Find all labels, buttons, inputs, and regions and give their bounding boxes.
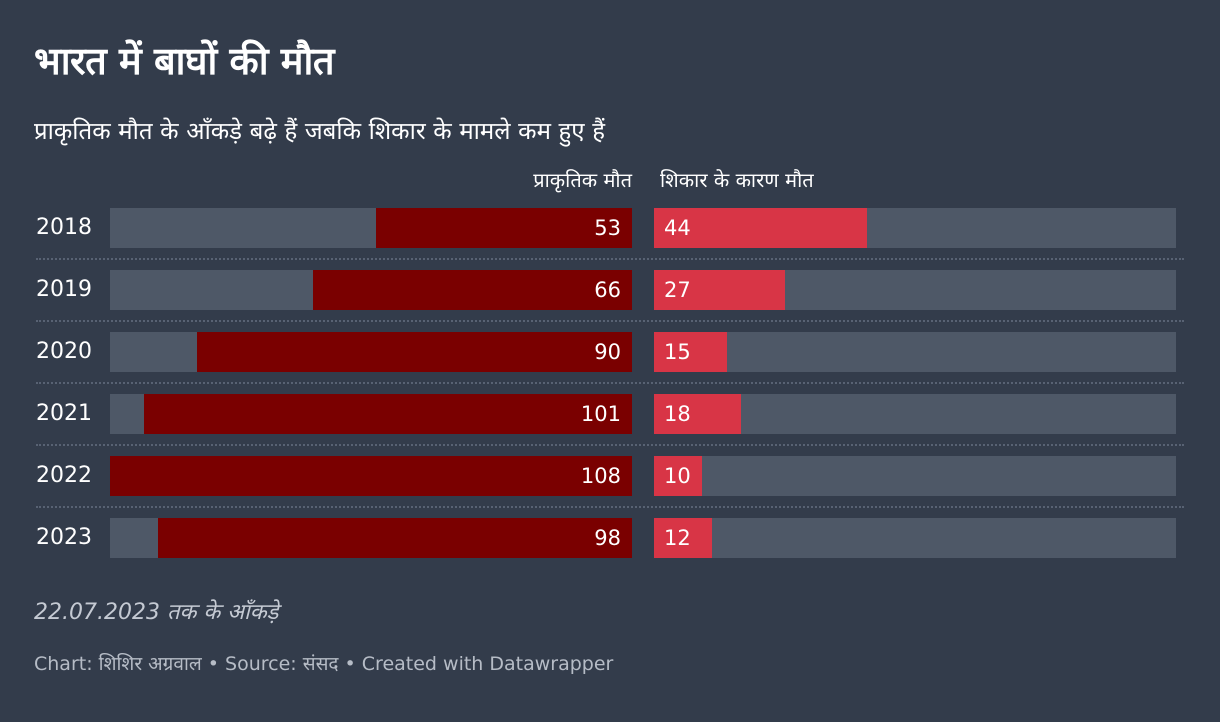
- natural-death-bar: [375, 208, 632, 248]
- bar-chart: 2018 53 44 2019 66 27 2020 90 15 2021 101 18 2022 108…: [36, 208, 1184, 558]
- poaching-death-value: 27: [664, 278, 691, 302]
- natural-death-bar: [158, 518, 632, 558]
- year-label: 2021: [36, 401, 92, 426]
- natural-death-bar: [197, 332, 632, 372]
- row-divider: [36, 320, 1184, 322]
- header-natural-deaths: प्राकृतिक मौत: [533, 168, 632, 192]
- row-divider: [36, 444, 1184, 446]
- poaching-death-value: 12: [664, 526, 691, 550]
- poaching-death-bar: [654, 270, 785, 310]
- chart-footer: Chart: शिशिर अग्रवाल • Source: संसद • Cr…: [34, 653, 614, 675]
- natural-death-bar: [313, 270, 632, 310]
- row-divider: [36, 382, 1184, 384]
- year-label: 2018: [36, 215, 92, 240]
- chart-subtitle: प्राकृतिक मौत के आँकड़े बढ़े हैं जबकि शि…: [34, 117, 605, 145]
- poaching-death-bar: [654, 456, 703, 496]
- poaching-track: [654, 518, 1176, 558]
- year-label: 2020: [36, 339, 92, 364]
- natural-death-value: 66: [594, 278, 621, 302]
- natural-death-value: 90: [594, 340, 621, 364]
- header-poaching-deaths: शिकार के कारण मौत: [660, 168, 814, 192]
- year-label: 2022: [36, 463, 92, 488]
- poaching-death-value: 18: [664, 402, 691, 426]
- chart-title: भारत में बाघों की मौत: [34, 39, 335, 83]
- year-label: 2019: [36, 277, 92, 302]
- natural-death-bar: [143, 394, 632, 434]
- poaching-track: [654, 456, 1176, 496]
- natural-death-value: 108: [580, 464, 621, 488]
- natural-death-value: 101: [580, 402, 621, 426]
- poaching-death-value: 15: [664, 340, 691, 364]
- natural-death-bar: [110, 456, 632, 496]
- poaching-track: [654, 332, 1176, 372]
- row-divider: [36, 258, 1184, 260]
- natural-death-value: 53: [594, 216, 621, 240]
- natural-death-value: 98: [594, 526, 621, 550]
- row-divider: [36, 506, 1184, 508]
- poaching-track: [654, 394, 1176, 434]
- poaching-death-bar: [654, 332, 727, 372]
- year-label: 2023: [36, 525, 92, 550]
- poaching-death-bar: [654, 208, 867, 248]
- poaching-death-value: 44: [664, 216, 691, 240]
- poaching-death-value: 10: [664, 464, 691, 488]
- poaching-death-bar: [654, 394, 741, 434]
- poaching-death-bar: [654, 518, 712, 558]
- data-date-note: 22.07.2023 तक के आँकड़े: [34, 600, 279, 625]
